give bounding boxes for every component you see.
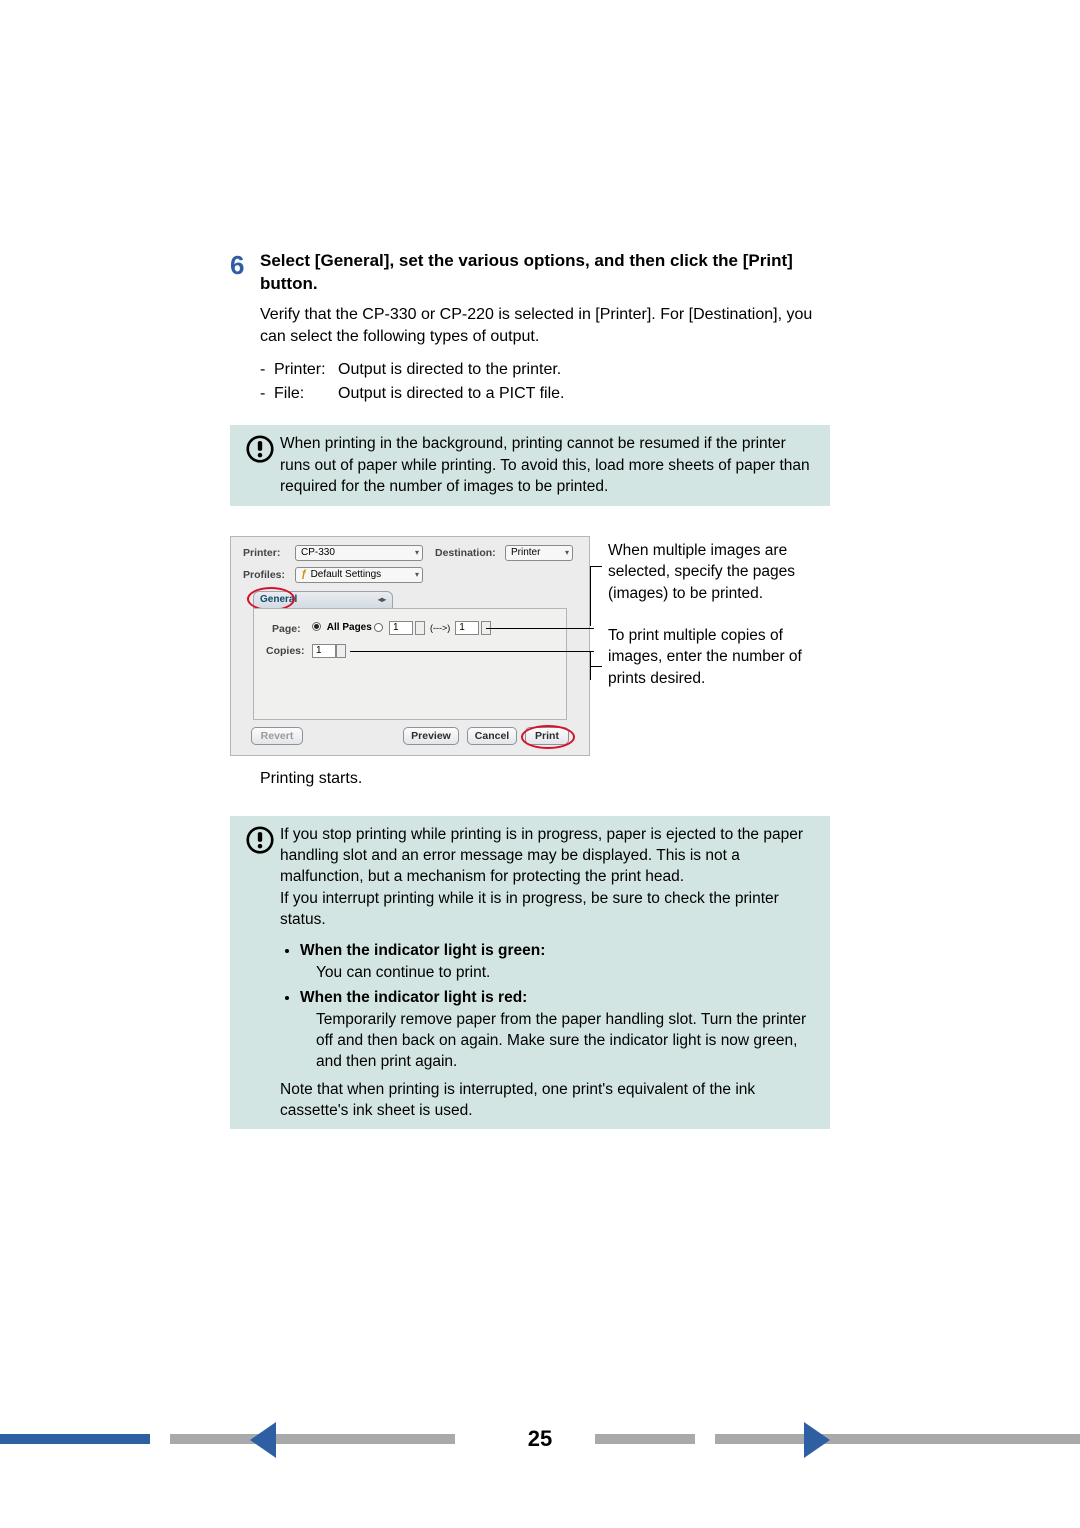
output-line: - Printer: Output is directed to the pri… <box>260 359 830 381</box>
connector-line <box>486 628 594 629</box>
connector-line <box>590 652 591 680</box>
stepper-icon[interactable] <box>336 644 346 658</box>
warning-callout: When printing in the background, printin… <box>230 425 830 505</box>
printer-select[interactable]: CP-330 <box>295 545 423 561</box>
exclamation-icon <box>240 433 280 497</box>
warning-callout: If you stop printing while printing is i… <box>230 816 830 1130</box>
dialog-row: Printer: CP-330 Destination: Printer Pro… <box>230 536 830 756</box>
connector-line <box>350 651 594 652</box>
step-title: Select [General], set the various option… <box>260 250 830 296</box>
li-title: When the indicator light is red: <box>300 987 820 1008</box>
profiles-label: Profiles: <box>243 569 285 581</box>
output-desc: Output is directed to a PICT file. <box>338 383 564 405</box>
verify-text: Verify that the CP-330 or CP-220 is sele… <box>260 304 830 349</box>
indicator-red-item: When the indicator light is red: Tempora… <box>300 987 820 1073</box>
warn2-p3: Note that when printing is interrupted, … <box>280 1079 820 1122</box>
output-line: - File: Output is directed to a PICT fil… <box>260 383 830 405</box>
connector-line <box>590 566 602 567</box>
preview-button[interactable]: Preview <box>403 727 459 745</box>
dash: - <box>260 359 274 381</box>
destination-select[interactable]: Printer <box>505 545 573 561</box>
exclamation-icon <box>240 824 280 854</box>
pagerange-radio[interactable] <box>374 623 383 632</box>
warning-body: If you stop printing while printing is i… <box>280 824 820 1122</box>
output-label: File: <box>274 383 338 405</box>
side-note-pages: When multiple images are selected, speci… <box>608 540 820 605</box>
profiles-value: Default Settings <box>311 569 382 580</box>
connector-line <box>590 666 602 667</box>
output-desc: Output is directed to the printer. <box>338 359 561 381</box>
highlight-circle-print <box>521 725 575 749</box>
copies-input[interactable]: 1 <box>312 644 336 658</box>
page-to-input[interactable]: 1 <box>455 621 479 635</box>
connector-line <box>590 566 591 626</box>
tab-arrows-icon: ◂▸ <box>378 595 386 604</box>
li-title: When the indicator light is green: <box>300 940 820 961</box>
printing-starts-text: Printing starts. <box>260 770 830 788</box>
output-label: Printer: <box>274 359 338 381</box>
warning-text: When printing in the background, printin… <box>280 433 820 497</box>
profiles-flag-icon: ƒ <box>301 569 307 580</box>
print-dialog: Printer: CP-330 Destination: Printer Pro… <box>230 536 590 756</box>
step-header: 6 Select [General], set the various opti… <box>230 250 830 296</box>
warn2-p1: If you stop printing while printing is i… <box>280 824 820 888</box>
step-number: 6 <box>230 250 260 281</box>
page-arrow-icon: (--->) <box>430 623 450 633</box>
li-body: Temporarily remove paper from the paper … <box>316 1009 820 1073</box>
copies-label: Copies: <box>266 645 305 657</box>
step-body: Verify that the CP-330 or CP-220 is sele… <box>260 304 830 406</box>
next-page-arrow-icon[interactable] <box>804 1422 830 1458</box>
dialog-panel: Page: All Pages 1 (--->) 1 Copies: <box>253 608 567 720</box>
li-body: You can continue to print. <box>316 962 820 983</box>
prev-page-arrow-icon[interactable] <box>250 1422 276 1458</box>
allpages-label: All Pages <box>327 622 372 633</box>
revert-button: Revert <box>251 727 303 745</box>
page-number: 25 <box>0 1426 1080 1452</box>
page-from-input[interactable]: 1 <box>389 621 413 635</box>
allpages-radio[interactable] <box>312 622 321 631</box>
dash: - <box>260 383 274 405</box>
warn2-p2: If you interrupt printing while it is in… <box>280 888 820 931</box>
indicator-green-item: When the indicator light is green: You c… <box>300 940 820 983</box>
footer: 25 <box>0 1418 1080 1462</box>
destination-label: Destination: <box>435 547 496 559</box>
stepper-icon[interactable] <box>415 621 425 635</box>
page-label: Page: <box>272 623 301 635</box>
side-notes: When multiple images are selected, speci… <box>608 536 820 710</box>
cancel-button[interactable]: Cancel <box>467 727 517 745</box>
profiles-select[interactable]: ƒ Default Settings <box>295 567 423 583</box>
printer-label: Printer: <box>243 547 280 559</box>
side-note-copies: To print multiple copies of images, ente… <box>608 625 820 690</box>
